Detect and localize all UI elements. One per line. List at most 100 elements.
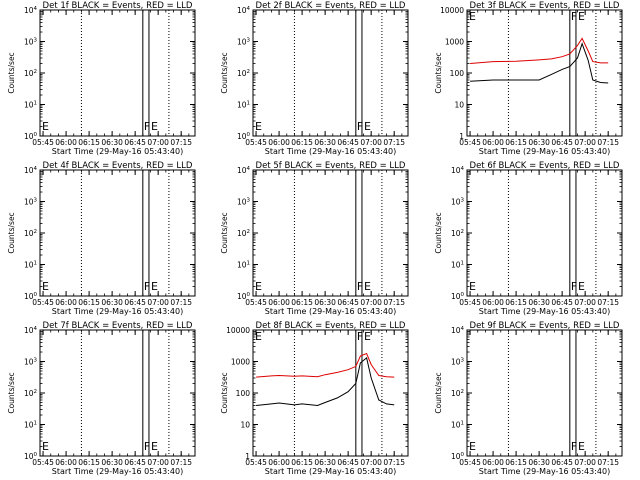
y-axis-label: Counts/sec	[434, 212, 443, 253]
x-tick-label: 05:45	[459, 298, 481, 307]
plot-frame	[252, 169, 409, 297]
x-tick-label: 06:00	[482, 138, 504, 147]
panel-det-9: Det 9f BLACK = Events, RED = LLD 100 101 10…	[434, 321, 623, 476]
y-axis-label: Counts/sec	[220, 372, 229, 413]
x-tick-label: 06:30	[314, 138, 336, 147]
y-tick-label: 100	[24, 292, 38, 301]
x-tick-label: 05:45	[32, 458, 54, 467]
y-axis-label: Counts/sec	[7, 212, 16, 253]
panel-det-6: Det 6f BLACK = Events, RED = LLD 100 101 10…	[434, 161, 623, 316]
y-tick-label: 102	[451, 229, 464, 238]
plot-frame	[39, 329, 196, 457]
flag-label-f: F	[357, 120, 363, 133]
x-tick-label: 06:30	[528, 298, 550, 307]
panel-det-2: Det 2f BLACK = Events, RED = LLD 100 101 10…	[220, 1, 409, 156]
y-tick-label: 10	[240, 421, 250, 430]
y-tick-label: 103	[451, 198, 465, 207]
x-tick-label: 06:45	[124, 138, 146, 147]
x-tick-label: 07:15	[597, 458, 619, 467]
y-tick-label: 100	[237, 132, 251, 141]
flag-label-f: F	[144, 440, 150, 453]
y-tick-label: 103	[451, 358, 465, 367]
panel-title: Det 5f BLACK = Events, RED = LLD	[256, 161, 406, 171]
y-axis-label: Counts/sec	[7, 372, 16, 413]
x-tick-label: 06:00	[482, 458, 504, 467]
panel-det-3: Det 3f BLACK = Events, RED = LLD 1 10 100 10…	[434, 1, 623, 156]
x-tick-label: 06:00	[268, 458, 290, 467]
x-tick-label: 06:45	[124, 458, 146, 467]
plot-frame	[466, 9, 623, 137]
x-tick-label: 05:45	[245, 458, 267, 467]
x-tick-label: 06:30	[314, 298, 336, 307]
x-tick-label: 06:45	[337, 298, 359, 307]
y-tick-label: 103	[24, 38, 38, 47]
y-tick-label: 104	[237, 166, 251, 175]
flag-label-e: E	[469, 440, 476, 453]
x-tick-label: 05:45	[245, 138, 267, 147]
x-tick-label: 06:15	[505, 298, 527, 307]
x-tick-label: 06:15	[78, 138, 100, 147]
flag-label-e: E	[578, 440, 585, 453]
plot-frame	[39, 169, 196, 297]
x-tick-label: 07:15	[597, 298, 619, 307]
flag-label-e: E	[255, 330, 262, 343]
y-tick-label: 101	[24, 261, 37, 270]
flag-label-e: E	[364, 330, 371, 343]
y-tick-label: 102	[24, 229, 37, 238]
panel-det-7: Det 7f BLACK = Events, RED = LLD 100 101 10…	[7, 321, 196, 476]
x-tick-label: 07:00	[574, 298, 596, 307]
flag-label-f: F	[144, 120, 150, 133]
events-series-line	[256, 357, 395, 407]
x-tick-label: 06:15	[78, 458, 100, 467]
plot-frame	[39, 9, 196, 137]
lld-series-line	[256, 352, 395, 378]
y-tick-label: 104	[451, 326, 465, 335]
y-axis-label: Counts/sec	[220, 52, 229, 93]
y-axis-label: Counts/sec	[434, 52, 443, 93]
x-tick-label: 06:00	[55, 298, 77, 307]
x-tick-label: 07:00	[360, 298, 382, 307]
x-tick-label: 06:45	[337, 458, 359, 467]
y-tick-label: 1	[459, 132, 464, 141]
events-series-line	[470, 42, 609, 84]
x-tick-label: 07:15	[383, 298, 405, 307]
flag-label-e: E	[578, 10, 585, 23]
y-tick-label: 104	[24, 326, 38, 335]
x-tick-label: 07:15	[383, 458, 405, 467]
x-axis-label: Start Time (29-May-16 05:43:40)	[479, 307, 610, 316]
y-tick-label: 102	[24, 69, 37, 78]
x-axis-label: Start Time (29-May-16 05:43:40)	[265, 147, 396, 156]
x-tick-label: 07:00	[360, 458, 382, 467]
flag-label-e: E	[151, 280, 158, 293]
flag-label-e: E	[364, 280, 371, 293]
flag-label-e: E	[469, 280, 476, 293]
flag-label-f: F	[357, 330, 363, 343]
plot-frame	[466, 169, 623, 297]
y-tick-label: 10	[454, 101, 464, 110]
panel-title: Det 6f BLACK = Events, RED = LLD	[470, 161, 620, 171]
y-tick-label: 100	[24, 132, 38, 141]
x-tick-label: 06:45	[551, 458, 573, 467]
y-tick-label: 100	[451, 292, 465, 301]
x-tick-label: 06:30	[528, 138, 550, 147]
y-axis-label: Counts/sec	[220, 212, 229, 253]
lld-series-line	[470, 37, 609, 64]
y-tick-label: 103	[24, 358, 38, 367]
flag-label-e: E	[578, 280, 585, 293]
panel-title: Det 4f BLACK = Events, RED = LLD	[43, 161, 193, 171]
panel-title: Det 1f BLACK = Events, RED = LLD	[43, 1, 193, 11]
x-tick-label: 05:45	[32, 298, 54, 307]
y-tick-label: 102	[237, 229, 250, 238]
x-tick-label: 06:30	[101, 298, 123, 307]
x-tick-label: 07:15	[170, 298, 192, 307]
panel-det-5: Det 5f BLACK = Events, RED = LLD 100 101 10…	[220, 161, 409, 316]
y-tick-label: 104	[24, 166, 38, 175]
plot-frame	[252, 9, 409, 137]
x-tick-label: 06:00	[268, 138, 290, 147]
flag-label-e: E	[469, 10, 476, 23]
x-tick-label: 05:45	[459, 458, 481, 467]
x-axis-label: Start Time (29-May-16 05:43:40)	[52, 467, 183, 476]
x-tick-label: 06:45	[551, 298, 573, 307]
y-tick-label: 104	[24, 6, 38, 15]
x-axis-label: Start Time (29-May-16 05:43:40)	[479, 467, 610, 476]
